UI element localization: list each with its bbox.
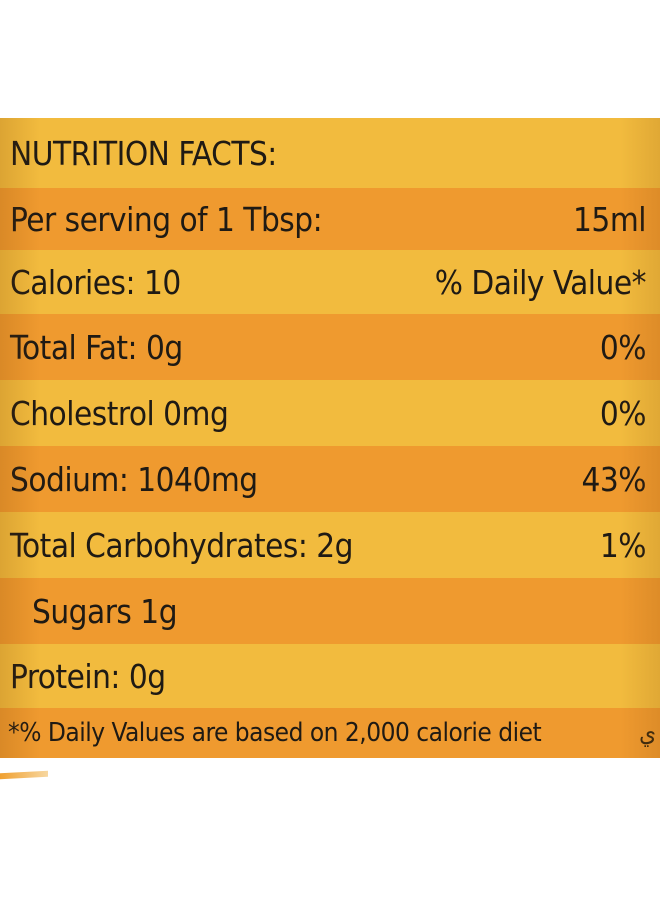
nutrient-row-sodium: Sodium: 1040mg 43% bbox=[0, 446, 660, 512]
nutrition-facts-label: NUTRITION FACTS: Per serving of 1 Tbsp: … bbox=[0, 118, 660, 758]
nutrient-daily-value: 43% bbox=[581, 459, 647, 499]
nutrient-label: Total Carbohydrates: 2g bbox=[10, 525, 354, 565]
nutrition-title-row: NUTRITION FACTS: bbox=[0, 118, 660, 188]
nutrient-label: Protein: 0g bbox=[10, 656, 166, 696]
label-bottom-edge-fragment bbox=[0, 770, 48, 780]
footnote-row: *% Daily Values are based on 2,000 calor… bbox=[0, 708, 660, 758]
serving-label: Per serving of 1 Tbsp: bbox=[10, 199, 323, 239]
nutrient-row-carbohydrates: Total Carbohydrates: 2g 1% bbox=[0, 512, 660, 578]
nutrient-label: Total Fat: 0g bbox=[10, 327, 183, 367]
calories-label: Calories: 10 bbox=[10, 262, 181, 302]
nutrient-daily-value: 0% bbox=[599, 327, 647, 367]
nutrient-label: Cholestrol 0mg bbox=[10, 393, 229, 433]
nutrient-row-sugars: Sugars 1g bbox=[0, 578, 660, 644]
nutrient-label: Sugars 1g bbox=[32, 591, 178, 631]
nutrition-title: NUTRITION FACTS: bbox=[10, 133, 277, 173]
footnote-trailing-glyph: ي bbox=[639, 719, 656, 747]
nutrient-row-total-fat: Total Fat: 0g 0% bbox=[0, 314, 660, 380]
footnote-text: *% Daily Values are based on 2,000 calor… bbox=[8, 718, 542, 748]
nutrient-label: Sodium: 1040mg bbox=[10, 459, 258, 499]
nutrient-daily-value: 0% bbox=[599, 393, 647, 433]
nutrient-daily-value: 1% bbox=[599, 525, 647, 565]
serving-value: 15ml bbox=[573, 199, 646, 239]
nutrient-row-cholestrol: Cholestrol 0mg 0% bbox=[0, 380, 660, 446]
calories-row: Calories: 10 % Daily Value* bbox=[0, 250, 660, 314]
nutrient-row-protein: Protein: 0g bbox=[0, 644, 660, 708]
serving-row: Per serving of 1 Tbsp: 15ml bbox=[0, 188, 660, 250]
daily-value-header: % Daily Value* bbox=[434, 262, 647, 302]
